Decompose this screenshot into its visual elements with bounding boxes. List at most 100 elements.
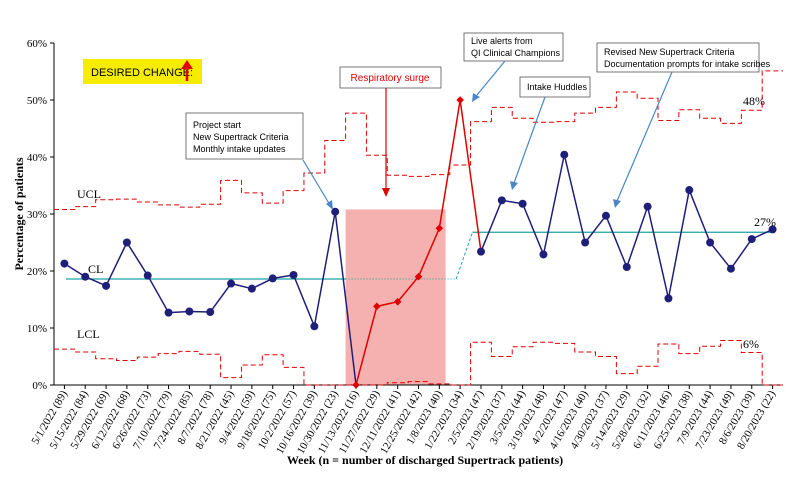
y-tick-label: 30% (27, 209, 47, 221)
series-segment (105, 242, 128, 287)
data-point (456, 96, 464, 104)
arrow-project-start (302, 159, 331, 206)
data-point (539, 250, 548, 259)
data-point (643, 202, 652, 211)
series-segment (626, 206, 649, 268)
y-tick-label: 60% (27, 38, 47, 50)
data-point (393, 297, 402, 306)
cl-label: CL (88, 262, 103, 276)
data-point (685, 186, 694, 195)
data-point (476, 247, 485, 256)
data-point (247, 284, 256, 293)
series-segment (709, 242, 732, 270)
series-segment (209, 283, 232, 313)
series-segment (563, 154, 586, 243)
series-segment (730, 238, 753, 270)
respiratory-surge-arrowhead (382, 188, 390, 197)
data-point (164, 308, 173, 317)
data-point (414, 272, 423, 281)
shaded-region (345, 209, 446, 385)
respiratory-surge-callout: Respiratory surge (339, 66, 442, 197)
data-point (102, 281, 111, 290)
arrow-revised-criteria (616, 71, 673, 202)
center-line-shift (455, 232, 473, 280)
data-point (122, 238, 131, 247)
data-point (622, 263, 631, 272)
data-point (601, 211, 610, 220)
annotation-live-alerts: Live alerts from QI Clinical Champions (463, 32, 564, 62)
annotation-live-alerts-box (463, 32, 564, 62)
data-point (373, 302, 381, 311)
data-point (227, 279, 236, 288)
series-segment (646, 206, 670, 299)
data-point (310, 322, 319, 331)
y-axis-title: Percentage of patients (12, 157, 26, 270)
annotation-live-alerts-line-1: Live alerts from (471, 36, 533, 46)
respiratory-surge-box (339, 66, 442, 89)
annotation-project-start-box (185, 112, 304, 160)
shaded-region-layer (345, 209, 446, 385)
desired-change-label: DESIRED CHANGE: (91, 67, 193, 79)
y-tick-label: 0% (32, 380, 47, 392)
arrow-live-alerts-head (472, 93, 480, 102)
series-segment (459, 99, 482, 252)
desired-change-box: DESIRED CHANGE: (83, 59, 202, 84)
data-point (289, 270, 298, 279)
data-point (726, 264, 735, 273)
data-point (560, 150, 569, 159)
data-point (352, 381, 360, 389)
series-segment (417, 227, 441, 277)
series-segment (667, 189, 691, 299)
lcl-end-label: 6% (743, 337, 759, 351)
data-point (435, 224, 444, 233)
annotation-intake-huddles-box (519, 76, 591, 98)
x-axis-title: Week (n = number of discharged Supertrac… (287, 453, 563, 467)
data-point (206, 308, 215, 317)
series-segment (605, 215, 628, 268)
series-segment (584, 215, 607, 243)
data-point (143, 271, 152, 280)
cl-end-label: 27% (754, 215, 776, 229)
data-point (497, 196, 506, 205)
arrow-revised-criteria-head (613, 199, 621, 208)
series-segment (397, 276, 420, 303)
data-point (331, 207, 340, 216)
y-tick-label: 10% (27, 323, 47, 335)
ucl-label: UCL (77, 187, 101, 201)
y-tick-label: 50% (27, 95, 47, 107)
series-segment (480, 200, 503, 252)
series-segment (521, 203, 545, 255)
annotation-project-start-line-2: New Supertrack Criteria (193, 132, 289, 142)
data-point (60, 259, 69, 268)
annotation-project-start-line-3: Monthly intake updates (193, 144, 286, 154)
data-point (268, 274, 277, 283)
annotation-intake-huddles: Intake Huddles (519, 76, 591, 98)
arrow-project-start-head (326, 200, 333, 210)
respiratory-surge-label: Respiratory surge (351, 73, 430, 84)
series-segment (542, 154, 566, 255)
annotation-revised-criteria-box (596, 42, 760, 73)
annotation-revised-criteria-line-2: Documentation prompts for intake scribes (604, 59, 771, 69)
arrow-live-alerts (476, 60, 506, 96)
lcl-label: LCL (77, 327, 100, 341)
arrow-intake-huddles (513, 96, 546, 184)
series-segment (355, 306, 378, 386)
series-layer (60, 96, 777, 389)
series-segment (438, 99, 461, 229)
annotation-revised-criteria-line-1: Revised New Supertrack Criteria (604, 47, 735, 57)
data-point (768, 225, 777, 234)
data-point (747, 235, 756, 244)
series-segment (147, 275, 170, 313)
data-point (81, 272, 90, 281)
annotation-project-start: Project start New Supertrack Criteria Mo… (185, 112, 304, 160)
desired-change-background (83, 59, 202, 84)
data-point (185, 307, 194, 316)
up-arrow-icon (181, 60, 193, 81)
y-tick-label: 40% (27, 152, 47, 164)
series-segment (688, 189, 711, 243)
control-limits-layer (54, 70, 783, 386)
series-segment (376, 301, 398, 308)
annotation-arrows (302, 60, 673, 210)
series-segment (292, 274, 316, 327)
annotation-live-alerts-line-2: QI Clinical Champions (471, 48, 561, 58)
